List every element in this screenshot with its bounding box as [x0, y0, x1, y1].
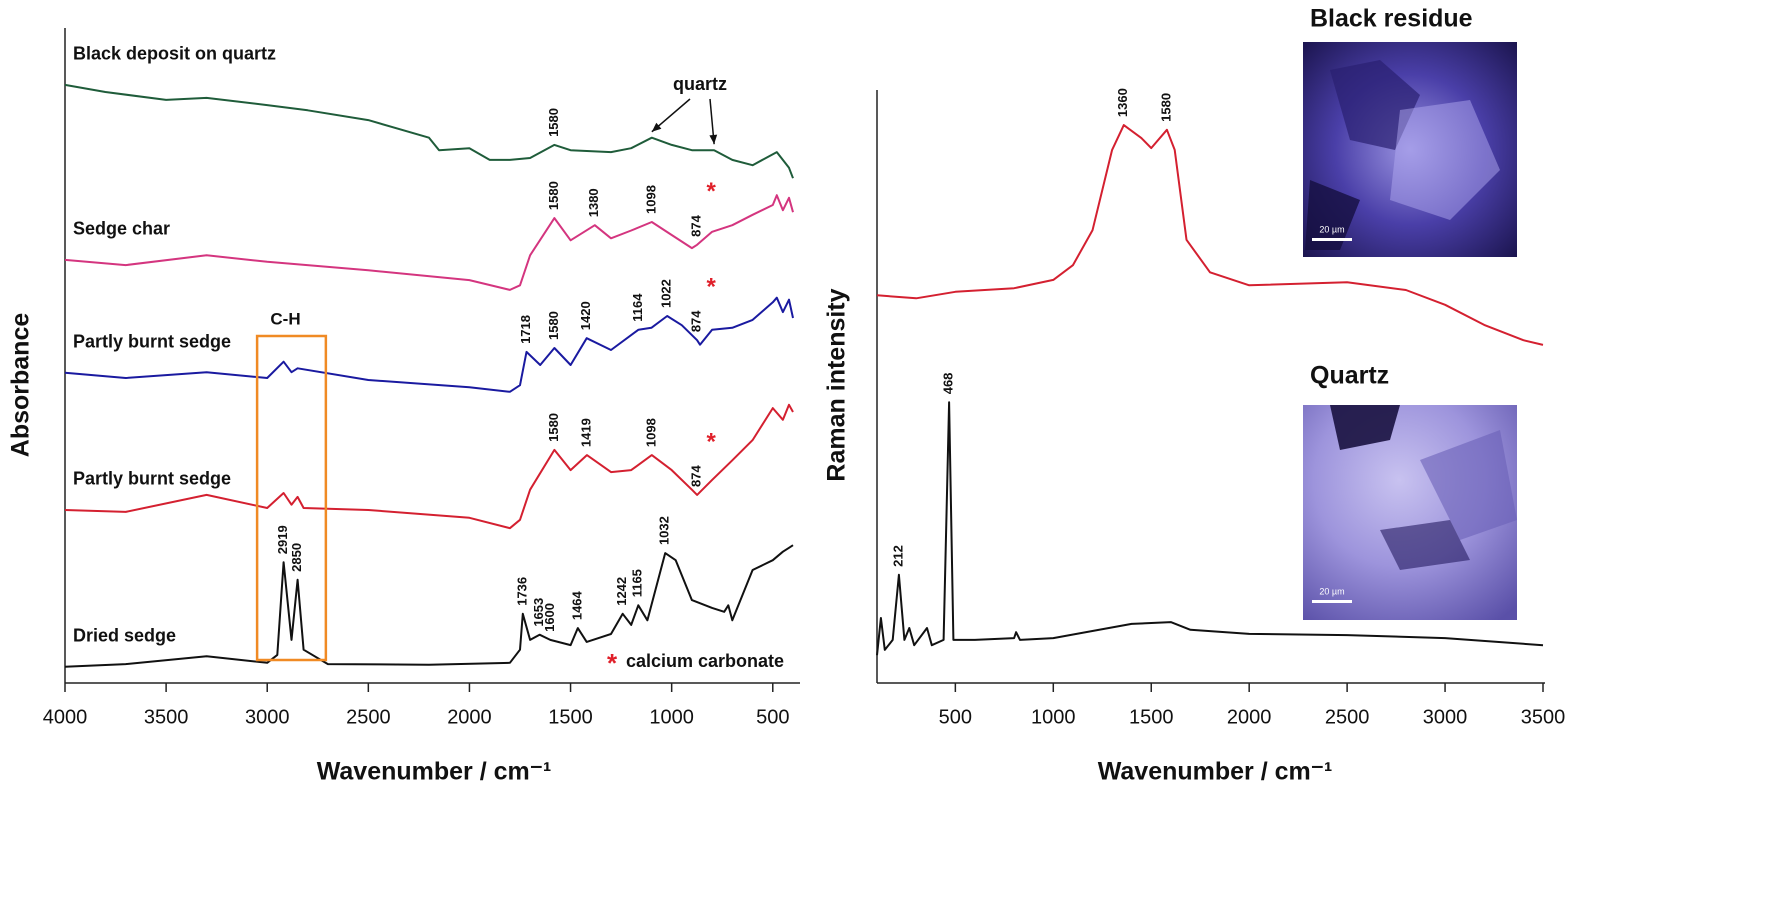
peak-label: 1580 — [546, 311, 561, 340]
peak-label: 1736 — [514, 577, 529, 606]
arrow-head — [709, 134, 718, 145]
peak-label: 1600 — [542, 603, 557, 632]
x-tick-label: 500 — [756, 706, 789, 728]
x-tick-label: 3500 — [1521, 706, 1566, 728]
x-tick-label: 1000 — [1031, 706, 1076, 728]
peak-label: 212 — [890, 545, 905, 567]
calcium-carbonate-marker: * — [706, 274, 716, 301]
x-tick-label: 2500 — [346, 706, 391, 728]
spectrum-line — [876, 401, 1544, 656]
inset-title: Black residue — [1310, 5, 1473, 33]
spectrum-line — [64, 296, 794, 393]
x-tick-label: 4000 — [43, 706, 88, 728]
x-tick-label: 2000 — [447, 706, 492, 728]
peak-label: 2850 — [289, 543, 304, 572]
peak-label: 874 — [689, 214, 704, 236]
peak-label: 1580 — [546, 108, 561, 137]
x-tick-label: 1500 — [548, 706, 593, 728]
x-tick-label: 3000 — [1423, 706, 1468, 728]
peak-label: 1580 — [546, 413, 561, 442]
peak-label: 1360 — [1115, 88, 1130, 117]
spectrum-line — [876, 124, 1544, 346]
peak-label: 1464 — [569, 590, 584, 620]
series-label: Black deposit on quartz — [73, 44, 276, 64]
x-axis-title: Wavenumber / cm⁻¹ — [1098, 758, 1333, 786]
note-symbol: * — [607, 648, 618, 678]
peak-label: 874 — [689, 310, 704, 332]
calcium-carbonate-marker: * — [706, 178, 716, 205]
peak-label: 1380 — [586, 188, 601, 217]
annotation-box — [255, 334, 328, 662]
annotation-label: quartz — [673, 74, 727, 94]
series-label: Partly burnt sedge — [73, 469, 231, 489]
peak-label: 1242 — [614, 577, 629, 606]
scale-bar-label: 20 µm — [1319, 586, 1344, 596]
peak-label: 1653 — [531, 598, 546, 627]
annotation-label: C-H — [270, 309, 300, 328]
x-tick-label: 500 — [939, 706, 972, 728]
peak-label: 468 — [941, 373, 956, 395]
note-text: calcium carbonate — [626, 651, 784, 671]
x-tick-label: 3500 — [144, 706, 189, 728]
peak-label: 1718 — [518, 315, 533, 344]
x-tick-label: 2000 — [1227, 706, 1272, 728]
spectrum-line — [64, 403, 794, 530]
peak-label: 1098 — [643, 185, 658, 214]
x-axis-title: Wavenumber / cm⁻¹ — [317, 758, 552, 786]
scale-bar-label: 20 µm — [1319, 224, 1344, 234]
inset-title: Quartz — [1310, 362, 1389, 390]
series-label: Dried sedge — [73, 625, 176, 645]
x-tick-label: 1500 — [1129, 706, 1174, 728]
inset-image-black-residue — [1303, 42, 1517, 257]
peak-label: 1580 — [1158, 93, 1173, 122]
peak-label: 1419 — [578, 418, 593, 447]
spectrum-line — [64, 194, 794, 291]
series-label: Sedge char — [73, 219, 170, 239]
peak-label: 1165 — [630, 569, 645, 597]
calcium-carbonate-marker: * — [706, 428, 716, 455]
peak-label: 1022 — [659, 279, 674, 308]
x-tick-label: 2500 — [1325, 706, 1370, 728]
x-tick-label: 3000 — [245, 706, 290, 728]
series-label: Partly burnt sedge — [73, 332, 231, 352]
inset-image-quartz — [1303, 405, 1517, 620]
spectrum-line — [64, 83, 794, 179]
peak-label: 1164 — [630, 293, 645, 322]
peak-label: 1098 — [643, 418, 658, 447]
arrow-head — [651, 122, 662, 132]
peak-label: 1420 — [578, 301, 593, 330]
spectrum-line — [64, 544, 794, 668]
x-tick-label: 1000 — [649, 706, 694, 728]
peak-label: 1580 — [546, 181, 561, 210]
y-axis-title: Absorbance — [7, 313, 35, 458]
peak-label: 1032 — [657, 516, 672, 545]
peak-label: 2919 — [275, 525, 290, 554]
peak-label: 874 — [689, 464, 704, 486]
y-axis-title: Raman intensity — [823, 288, 851, 481]
